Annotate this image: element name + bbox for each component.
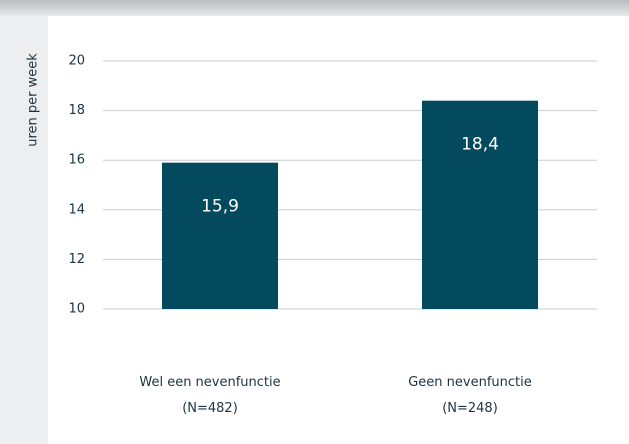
y-tick-label: 10: [68, 302, 85, 317]
y-tick-label: 14: [68, 202, 85, 217]
x-tick-label: Geen nevenfunctie (N=248): [408, 375, 532, 416]
value-label: 15,9: [201, 197, 239, 217]
y-tick-label: 18: [68, 103, 85, 118]
x-tick-label: Wel een nevenfunctie (N=482): [139, 375, 280, 416]
y-tick-label: 20: [68, 54, 85, 69]
bar: [422, 100, 538, 310]
y-axis-label: uren per week: [26, 53, 41, 147]
bar: [162, 162, 278, 309]
y-tick-label: 16: [68, 153, 85, 168]
y-tick-label: 12: [68, 252, 85, 267]
card: [48, 16, 629, 444]
value-label: 18,4: [461, 135, 499, 155]
top-shade: [0, 0, 629, 16]
